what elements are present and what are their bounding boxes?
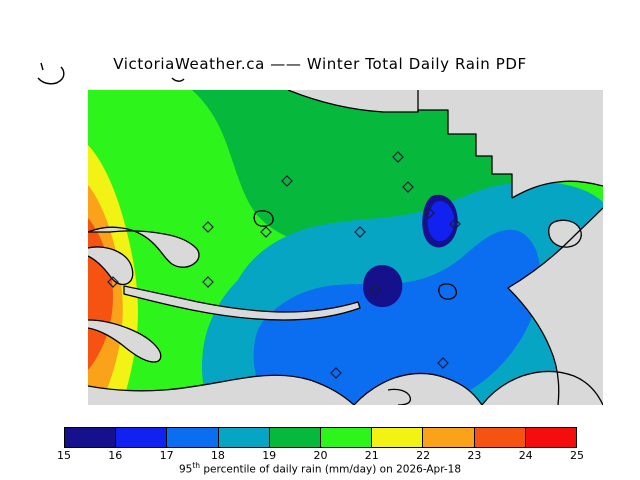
mask-west-inlet-mid (88, 246, 133, 285)
station-marker (330, 367, 342, 379)
mask-south-strait-3 (482, 371, 603, 405)
map-plot-area (88, 90, 603, 405)
station-marker (260, 226, 272, 238)
station-marker (423, 207, 435, 219)
colorbar-band-16-17 (116, 428, 168, 447)
station-marker (354, 226, 366, 238)
caption-suffix: percentile of daily rain (mm/day) on 202… (200, 463, 462, 476)
colorbar-band-23-24 (474, 428, 526, 447)
contour-band-15-16-south (363, 264, 403, 308)
colorbar-band-18-19 (218, 428, 270, 447)
caption-prefix: 95 (178, 463, 193, 476)
station-marker (402, 181, 414, 193)
colorbar-tick-17: 17 (159, 449, 174, 462)
colorbar-band-19-20 (269, 428, 322, 447)
station-marker (437, 357, 449, 369)
colorbar-band-17-18 (167, 428, 219, 447)
station-marker (202, 221, 214, 233)
colorbar-tick-15: 15 (57, 449, 71, 462)
mask-west-lobe (88, 320, 161, 362)
contour-map (88, 90, 603, 405)
mask-north-strip (288, 90, 418, 112)
station-marker (369, 284, 381, 296)
colorbar-tick-24: 24 (518, 449, 533, 462)
station-marker (449, 218, 461, 230)
station-marker (281, 175, 293, 187)
contour-band-17-18 (253, 229, 541, 405)
colorbar-tick-21: 21 (364, 449, 379, 462)
colorbar-bands (64, 427, 577, 448)
colorbar-tick-labels: 15 16 17 18 19 20 21 22 23 24 25 (57, 449, 584, 463)
mask-northeast (418, 90, 603, 198)
colorbar-band-24-25 (525, 428, 577, 447)
colorbar-caption: 95th percentile of daily rain (mm/day) o… (0, 461, 640, 476)
contour-band-16-17-north (427, 201, 455, 242)
station-markers (107, 151, 461, 379)
colorbar-tick-22: 22 (416, 449, 431, 462)
station-marker (392, 151, 404, 163)
station-marker (107, 276, 119, 288)
colorbar-tick-23: 23 (467, 449, 482, 462)
mask-island-east (548, 220, 582, 248)
colorbar-band-15-16 (65, 428, 117, 447)
colorbar-tick-18: 18 (210, 449, 225, 462)
mask-south-strait (88, 375, 354, 405)
colorbar-tick-19: 19 (262, 449, 277, 462)
coastline-strokes (88, 90, 603, 405)
colorbar-tick-20: 20 (313, 449, 328, 462)
mask-east-strait (508, 208, 603, 405)
caption-superscript: th (192, 461, 201, 470)
colorbar-tick-16: 16 (108, 449, 123, 462)
mask-west-inlet-north (88, 227, 199, 268)
colorbar (64, 427, 577, 448)
colorbar-band-21-22 (372, 428, 424, 447)
station-marker (202, 276, 214, 288)
colorbar-band-20-21 (321, 428, 373, 447)
mask-west-spit (124, 286, 360, 320)
colorbar-band-22-23 (423, 428, 475, 447)
colorbar-tick-25: 25 (570, 449, 584, 462)
page-title: VictoriaWeather.ca —— Winter Total Daily… (113, 55, 527, 73)
mask-island-south (384, 389, 411, 405)
